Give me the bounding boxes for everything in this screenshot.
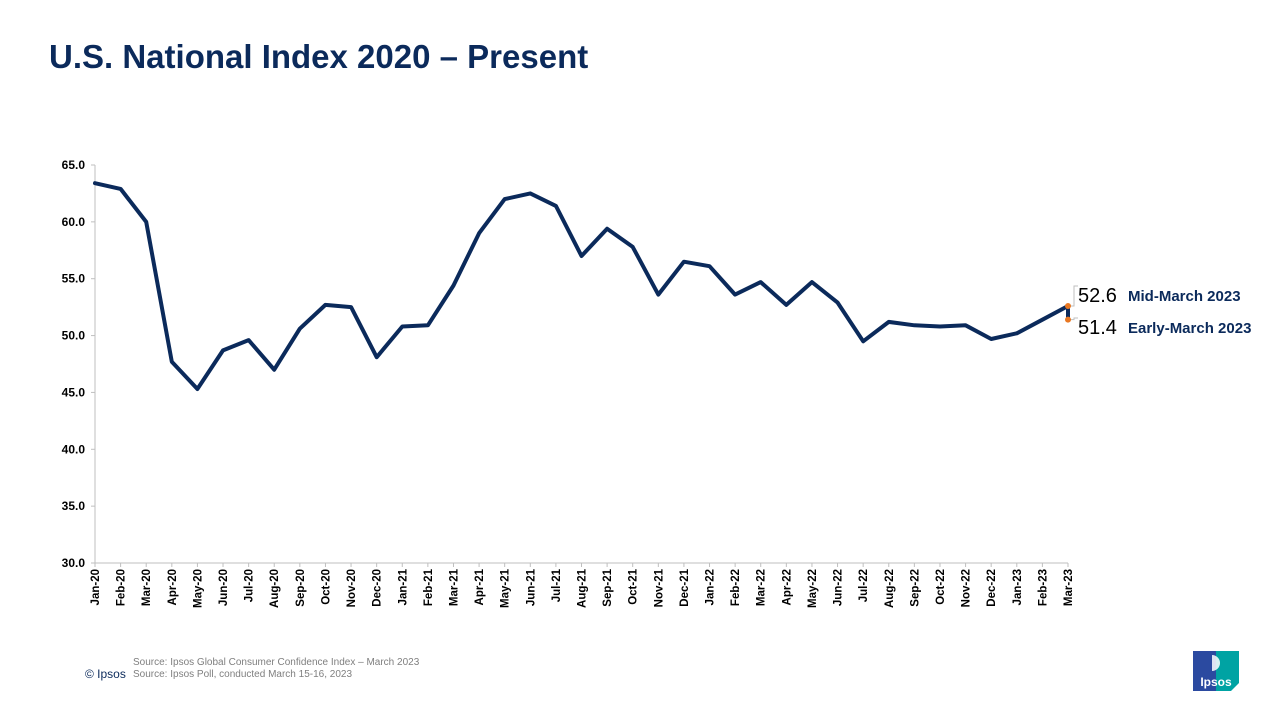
ipsos-logo: Ipsos [1193, 651, 1239, 691]
x-tick-label: Nov-22 [961, 569, 973, 607]
y-tick-label: 60.0 [62, 215, 86, 229]
copyright-notice: © Ipsos [85, 667, 126, 681]
x-tick-label: Mar-20 [141, 569, 153, 606]
x-tick-label: Jun-20 [218, 569, 230, 606]
y-tick-label: 45.0 [62, 385, 86, 399]
x-tick-label: Sep-21 [602, 568, 614, 606]
x-tick-label: May-20 [192, 569, 204, 608]
x-tick-label: Jun-22 [833, 569, 845, 606]
x-tick-label: Apr-21 [474, 568, 486, 605]
source-line-2: Source: Ipsos Poll, conducted March 15-1… [133, 669, 353, 680]
x-tick-label: Feb-22 [730, 569, 742, 606]
callout-label: Early-March 2023 [1128, 320, 1251, 337]
x-tick-label: Sep-20 [295, 569, 307, 607]
x-tick-label: Nov-21 [653, 568, 665, 607]
logo-text: Ipsos [1200, 675, 1232, 689]
x-tick-label: Feb-21 [423, 568, 435, 606]
y-tick-label: 50.0 [62, 329, 86, 343]
x-tick-label: Feb-23 [1037, 569, 1049, 606]
x-tick-label: Mar-21 [448, 568, 460, 606]
x-tick-label: Dec-22 [986, 569, 998, 607]
x-tick-label: Jan-23 [1012, 569, 1024, 605]
x-tick-label: Jun-21 [525, 568, 537, 606]
x-tick-label: Oct-22 [935, 569, 947, 605]
x-tick-label: Apr-20 [167, 569, 179, 605]
y-tick-label: 55.0 [62, 272, 86, 286]
callout-value: 52.6 [1078, 285, 1117, 307]
x-tick-label: Jul-21 [551, 568, 563, 602]
x-tick-label: Apr-22 [781, 569, 793, 605]
callout-leader [1068, 285, 1078, 307]
x-tick-label: Mar-23 [1063, 569, 1075, 606]
x-tick-label: Dec-20 [372, 569, 384, 607]
x-tick-label: Dec-21 [679, 568, 691, 606]
page-title: U.S. National Index 2020 – Present [49, 38, 589, 75]
x-tick-label: Jan-20 [90, 569, 102, 605]
x-tick-label: Jul-20 [244, 569, 256, 602]
y-tick-label: 35.0 [62, 499, 86, 513]
x-tick-label: Sep-22 [909, 569, 921, 607]
series-line [93, 181, 1070, 391]
source-notes: Source: Ipsos Global Consumer Confidence… [133, 657, 419, 681]
x-tick-label: Aug-22 [884, 569, 896, 608]
y-tick-label: 30.0 [62, 556, 86, 570]
x-tick-label: Jul-22 [858, 569, 870, 602]
x-tick-label: Oct-21 [628, 568, 640, 604]
callout-marker [1065, 316, 1071, 323]
x-tick-label: Feb-20 [116, 569, 128, 606]
x-tick-label: Jan-22 [705, 569, 717, 605]
x-tick-label: Oct-20 [320, 569, 332, 605]
y-tick-label: 65.0 [62, 158, 86, 172]
source-line-1: Source: Ipsos Global Consumer Confidence… [133, 657, 420, 668]
x-tick-label: Jan-21 [397, 568, 409, 605]
x-tick-label: Aug-20 [269, 569, 281, 608]
line-chart: 65.0 60.0 55.0 50.0 45.0 40.0 35.0 30.0 Jan-20 Fe… [62, 158, 1252, 608]
callout-value: 51.4 [1078, 317, 1117, 339]
x-tick-label: May-22 [807, 569, 819, 608]
x-tick-label: May-21 [500, 568, 512, 608]
callout-marker [1065, 303, 1071, 310]
y-tick-label: 40.0 [62, 442, 86, 456]
x-tick-label: Nov-20 [346, 569, 358, 607]
x-tick-label: Mar-22 [756, 569, 768, 606]
x-tick-label: Aug-21 [577, 568, 589, 608]
callout-label: Mid-March 2023 [1128, 288, 1241, 305]
